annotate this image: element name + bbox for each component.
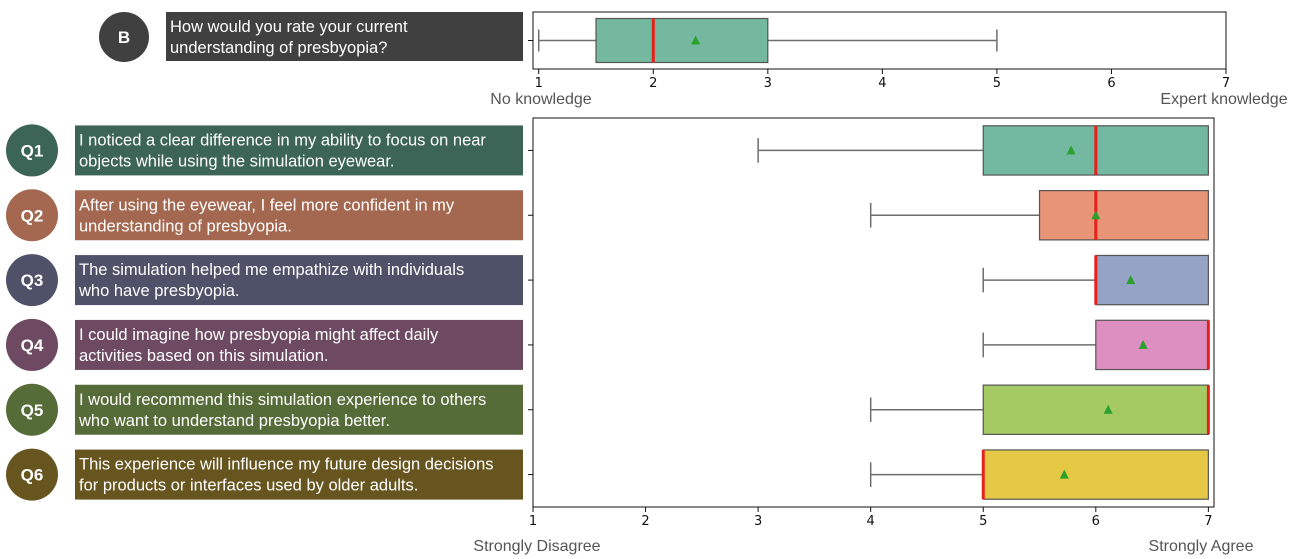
question-line-q5: who want to understand presbyopia better…: [78, 412, 390, 430]
question-line-q1: objects while using the simulation eyewe…: [79, 152, 395, 170]
question-box-q1: [75, 125, 523, 176]
x-tick-label-b: 5: [993, 76, 1001, 91]
x-tick-label-q: 7: [1204, 514, 1212, 529]
question-box-q3: [75, 255, 523, 306]
question-line-q3: The simulation helped me empathize with …: [79, 261, 464, 279]
box-q2: [1038, 190, 1209, 241]
badge-label-q4: Q4: [21, 336, 44, 355]
badge-q6: [6, 448, 58, 501]
badge-q4: [6, 318, 58, 371]
mean-marker-q3: [1126, 275, 1136, 285]
x-tick-label-q: 6: [1092, 514, 1100, 529]
question-box-q5: [75, 384, 523, 435]
question-line-b: understanding of presbyopia?: [170, 39, 387, 57]
mean-marker-b: [691, 35, 701, 45]
badge-q1: [6, 124, 58, 177]
x-tick-label-q: 3: [754, 514, 762, 529]
plot-frame-q: [532, 117, 1215, 508]
question-box-b: [166, 12, 523, 61]
badge-label-q5: Q5: [21, 401, 44, 420]
x-label-left-q: Strongly Disagree: [473, 538, 600, 555]
badge-label-q1: Q1: [21, 141, 44, 160]
badge-label-q3: Q3: [21, 271, 44, 290]
badge-q3: [6, 254, 58, 307]
mean-marker-q4: [1138, 339, 1148, 349]
mean-marker-q2: [1091, 210, 1101, 220]
mean-marker-q6: [1059, 469, 1069, 479]
question-line-q1: I noticed a clear difference in my abili…: [79, 131, 486, 149]
question-line-q2: After using the eyewear, I feel more con…: [79, 196, 455, 214]
x-tick-label-b: 4: [878, 76, 886, 91]
question-box-q2: [75, 190, 523, 241]
x-tick-label-b: 3: [764, 76, 772, 91]
badge-b: [99, 12, 149, 62]
question-line-q2: understanding of presbyopia.: [79, 217, 292, 235]
x-tick-label-b: 7: [1222, 76, 1230, 91]
question-line-b: How would you rate your current: [170, 18, 408, 36]
x-tick-label-b: 2: [649, 76, 657, 91]
x-label-right-b: Expert knowledge: [1160, 91, 1287, 108]
badge-label-q2: Q2: [21, 206, 44, 225]
chart-b-understanding: 1 2 3 4 5 6 7 No knowledge Expert knowledge B How …: [99, 11, 1288, 108]
x-tick-label-q: 2: [641, 514, 649, 529]
question-line-q6: for products or interfaces used by older…: [79, 477, 418, 495]
badge-label-q6: Q6: [21, 466, 44, 485]
x-tick-label-q: 1: [529, 514, 537, 529]
box-q6: [982, 449, 1209, 500]
badge-q5: [6, 383, 58, 436]
question-line-q4: I could imagine how presbyopia might aff…: [79, 326, 439, 344]
question-box-q6: [75, 449, 523, 500]
question-box-q4: [75, 319, 523, 370]
question-line-q5: I would recommend this simulation experi…: [79, 391, 486, 409]
x-tick-label-b: 6: [1107, 76, 1115, 91]
box-q5: [982, 384, 1209, 435]
badge-q2: [6, 189, 58, 242]
question-line-q6: This experience will influence my future…: [79, 456, 494, 474]
box-q4: [1095, 319, 1209, 371]
mean-marker-q5: [1103, 404, 1113, 414]
box-q3: [1095, 254, 1209, 306]
question-line-q4: activities based on this simulation.: [79, 347, 328, 365]
x-label-left-b: No knowledge: [490, 91, 592, 108]
x-label-right-q: Strongly Agree: [1149, 538, 1254, 555]
x-tick-label-q: 4: [867, 514, 875, 529]
chart-q-agreement: Q1 I noticed a clear difference in my abi…: [6, 117, 1254, 555]
box-b: [595, 17, 769, 64]
badge-label-b: B: [118, 28, 130, 47]
question-line-q3: who have presbyopia.: [78, 282, 240, 300]
mean-marker-q1: [1066, 145, 1076, 155]
x-tick-label-b: 1: [535, 76, 543, 91]
x-tick-label-q: 5: [979, 514, 987, 529]
